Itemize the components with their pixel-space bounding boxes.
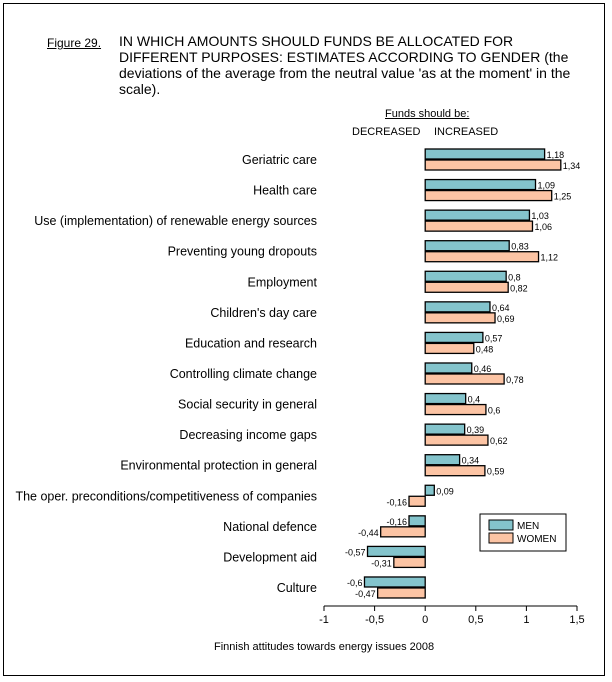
bar-men [424, 178, 537, 191]
category-label: Preventing young dropouts [168, 245, 317, 259]
bar-men [424, 392, 467, 405]
x-tick-label: 1,5 [569, 614, 584, 626]
x-tick-label: 1 [523, 614, 529, 626]
funds-header: Funds should be: [385, 108, 470, 120]
category-label: Employment [248, 275, 318, 289]
bar-women [424, 281, 509, 293]
bar-men [424, 423, 466, 435]
category-label: Health care [253, 184, 317, 198]
data-label: 0,78 [506, 375, 524, 385]
data-label: 0,6 [488, 406, 501, 416]
bar-women [393, 556, 426, 569]
data-label: -0,31 [371, 558, 392, 568]
data-label: -0,44 [358, 528, 379, 538]
figure-label: Figure 29. [47, 36, 102, 50]
legend-label: WOMEN [517, 534, 556, 545]
data-label: 0,4 [468, 395, 481, 405]
data-label: 0,8 [508, 272, 521, 282]
data-label: -0,57 [345, 547, 366, 557]
category-label: Environmental protection in general [120, 459, 317, 473]
bar-women [424, 220, 534, 232]
data-label: 0,57 [485, 333, 503, 343]
bar-men [424, 240, 510, 252]
increased-label: INCREASED [434, 126, 499, 138]
bar-men [424, 331, 484, 344]
bar-men [363, 576, 426, 588]
bar-men [408, 515, 426, 527]
category-label: Education and research [185, 336, 317, 350]
data-label: 0,82 [510, 283, 528, 293]
data-label: 1,34 [563, 161, 581, 171]
data-label: 1,03 [531, 211, 549, 221]
data-label: 1,09 [538, 181, 556, 191]
category-label: Social security in general [178, 398, 317, 412]
data-label: -0,6 [347, 578, 363, 588]
category-label: Development aid [223, 550, 317, 564]
bar-women [424, 342, 475, 355]
bar-men [366, 545, 426, 558]
bar-women [424, 465, 486, 477]
category-label: Decreasing income gaps [179, 428, 317, 442]
bar-men [424, 301, 491, 313]
data-label: 0,48 [476, 344, 494, 354]
data-label: -0,47 [355, 589, 376, 599]
data-label: 0,64 [492, 303, 510, 313]
bar-men [424, 270, 507, 282]
x-tick-label: -0,5 [365, 614, 384, 626]
category-label: Children's day care [210, 306, 317, 320]
x-tick-label: -1 [319, 614, 329, 626]
bar-men [424, 484, 435, 496]
data-label: 0,62 [490, 436, 508, 446]
category-label: Geriatric care [242, 153, 317, 167]
legend-swatch-women [488, 532, 514, 544]
category-label: Use (implementation) of renewable energy… [34, 214, 317, 228]
category-label: National defence [223, 520, 317, 534]
data-label: 0,46 [474, 364, 492, 374]
bar-men [424, 362, 473, 374]
bar-women [424, 159, 562, 171]
bar-women [424, 189, 553, 202]
figure-frame [3, 3, 605, 676]
data-label: 1,06 [534, 222, 552, 232]
data-label: 0,69 [497, 314, 515, 324]
category-label: Culture [277, 581, 317, 595]
x-tick-label: 0 [422, 614, 428, 626]
legend-label: MEN [517, 521, 539, 532]
bar-men [424, 454, 461, 466]
chart-title: IN WHICH AMOUNTS SHOULD FUNDS BE ALLOCAT… [119, 33, 571, 97]
data-label: -0,16 [386, 517, 407, 527]
data-label: 0,09 [436, 486, 454, 496]
data-label: 1,12 [541, 253, 559, 263]
bar-women [424, 251, 540, 263]
category-label: The oper. preconditions/competitiveness … [15, 489, 317, 503]
data-label: 1,18 [547, 150, 565, 160]
bar-men [424, 209, 531, 221]
bar-women [424, 373, 505, 385]
data-label: 0,83 [511, 242, 529, 252]
x-tick-label: 0,5 [468, 614, 483, 626]
bar-women [380, 526, 426, 538]
bar-women [424, 403, 487, 416]
bar-women [424, 312, 496, 324]
data-label: -0,16 [386, 497, 407, 507]
legend-swatch-men [488, 519, 514, 531]
category-label: Controlling climate change [170, 367, 317, 381]
bar-women [424, 434, 489, 446]
bar-women [408, 495, 426, 507]
footer-source: Finnish attitudes towards energy issues … [214, 641, 435, 653]
bar-women [376, 587, 426, 599]
data-label: 0,39 [467, 425, 485, 435]
bar-men [424, 148, 546, 160]
decreased-label: DECREASED [352, 126, 421, 138]
data-label: 1,25 [554, 192, 572, 202]
data-label: 0,59 [487, 467, 505, 477]
data-label: 0,34 [462, 456, 480, 466]
